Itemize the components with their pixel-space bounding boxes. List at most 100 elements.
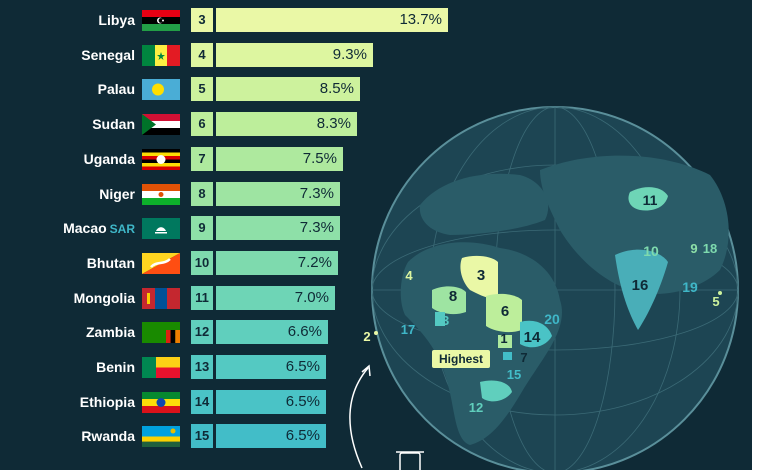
country-name: Macao [63, 220, 107, 237]
value-label: 6.5% [285, 358, 320, 375]
rank-badge: 11 [191, 285, 213, 310]
country-label: Palau [0, 77, 135, 101]
rank-badge: 9 [191, 216, 213, 241]
globe-label-9: 9 [690, 241, 697, 256]
benin-land [435, 312, 445, 326]
bar-row-sudan: Sudan 6 8.3% [0, 112, 480, 137]
globe-label-11: 11 [643, 192, 658, 208]
country-name: Sudan [92, 116, 135, 133]
bar: 6.5% [216, 424, 326, 449]
rank-badge: 12 [191, 320, 213, 345]
ethiopia-flag-icon [142, 391, 180, 413]
rank-badge: 10 [191, 250, 213, 275]
bar-row-palau: Palau 5 8.5% [0, 77, 480, 102]
country-label: Niger [0, 182, 135, 206]
rank-badge: 15 [191, 424, 213, 449]
ethiopia-land [520, 320, 552, 348]
value-label: 7.5% [302, 149, 337, 167]
uganda-flag-icon [142, 148, 180, 170]
bar: 6.5% [216, 389, 326, 414]
arrow-annotation [349, 364, 371, 469]
country-label: Libya [0, 8, 135, 32]
bar-row-mongolia: Mongolia 11 7.0% [0, 285, 480, 310]
bar: 7.5% [216, 146, 343, 171]
sudan-flag-icon [142, 114, 180, 136]
infographic-canvas: Libya 3 13.7% Senegal 4 9.3% Palau 5 8.5% Sudan 6 8… [0, 0, 752, 470]
globe-label-1: 1 [500, 331, 507, 346]
libya-land [460, 255, 498, 299]
niger-flag-icon [142, 183, 180, 205]
benin-flag-icon [142, 357, 180, 378]
globe-label-14: 14 [524, 329, 541, 346]
country-name: Libya [98, 12, 135, 28]
palau-flag-icon [142, 79, 180, 101]
bhutan-flag-icon [142, 252, 180, 274]
globe-label-6: 6 [501, 303, 509, 320]
rank-badge: 8 [191, 181, 213, 206]
globe-label-8: 8 [449, 288, 457, 305]
rank-badge: 7 [191, 146, 213, 171]
country-name: Niger [99, 185, 135, 202]
globe-label-13: 13 [435, 313, 449, 328]
rwanda-land [503, 352, 512, 360]
island-dot-2 [374, 331, 378, 335]
bar: 8.3% [216, 112, 357, 137]
globe-label-2: 2 [363, 329, 370, 344]
globe-label-7: 7 [520, 350, 527, 365]
rank-badge: 13 [191, 355, 213, 379]
macao-flag-icon [142, 218, 180, 240]
value-label: 6.5% [285, 427, 320, 445]
highest-callout: Highest [432, 350, 490, 368]
globe-label-15: 15 [507, 367, 521, 382]
bar-row-senegal: Senegal 4 9.3% [0, 42, 480, 67]
country-label: Senegal [0, 43, 135, 67]
bar: 7.3% [216, 216, 340, 241]
country-label: Ethiopia [0, 390, 135, 414]
globe-label-12: 12 [469, 400, 483, 415]
globe-label-19: 19 [682, 279, 698, 295]
jar-icon [396, 451, 424, 470]
country-label: Macao SAR [0, 216, 135, 240]
rank-badge: 5 [191, 77, 213, 102]
country-name: Zambia [85, 324, 135, 341]
country-label: Uganda [0, 147, 135, 171]
country-label: Sudan [0, 112, 135, 136]
country-name: Ethiopia [79, 393, 135, 410]
bar: 9.3% [216, 42, 373, 67]
bar-row-benin: Benin 13 6.5% [0, 355, 480, 379]
landmasses [400, 155, 729, 445]
globe-label-17: 17 [401, 322, 415, 337]
value-label: 7.3% [299, 184, 334, 202]
bar: 6.5% [216, 355, 326, 379]
country-name: Uganda [83, 150, 135, 167]
europe-land [419, 173, 549, 235]
bar: 8.5% [216, 77, 360, 102]
rwanda-flag-icon [142, 426, 180, 448]
globe-label-18: 18 [703, 241, 717, 256]
highest-label: Highest [439, 352, 483, 366]
globe-label-16: 16 [632, 277, 649, 294]
mongolia-flag-icon [142, 287, 180, 309]
country-label: Benin [0, 355, 135, 379]
bar-row-rwanda: Rwanda 15 6.5% [0, 424, 480, 449]
country-label: Bhutan [0, 251, 135, 275]
bar-row-ethiopia: Ethiopia 14 6.5% [0, 389, 480, 414]
bar: 6.6% [216, 320, 328, 345]
island-dot-5 [718, 291, 722, 295]
senegal-flag-icon [142, 44, 180, 66]
niger-land [432, 286, 466, 315]
rank-badge: 14 [191, 389, 213, 414]
mongolia-land [628, 187, 668, 211]
bar-row-macao: Macao SAR 9 7.3% [0, 216, 480, 241]
country-name: Mongolia [73, 289, 135, 306]
value-label: 13.7% [399, 11, 442, 28]
value-label: 7.0% [294, 288, 329, 306]
bar-row-bhutan: Bhutan 10 7.2% [0, 250, 480, 275]
country-suffix: SAR [109, 222, 135, 237]
bar: 13.7% [216, 8, 448, 32]
value-label: 6.5% [285, 392, 320, 410]
globe-label-4: 4 [405, 268, 413, 283]
bar: 7.2% [216, 250, 338, 275]
